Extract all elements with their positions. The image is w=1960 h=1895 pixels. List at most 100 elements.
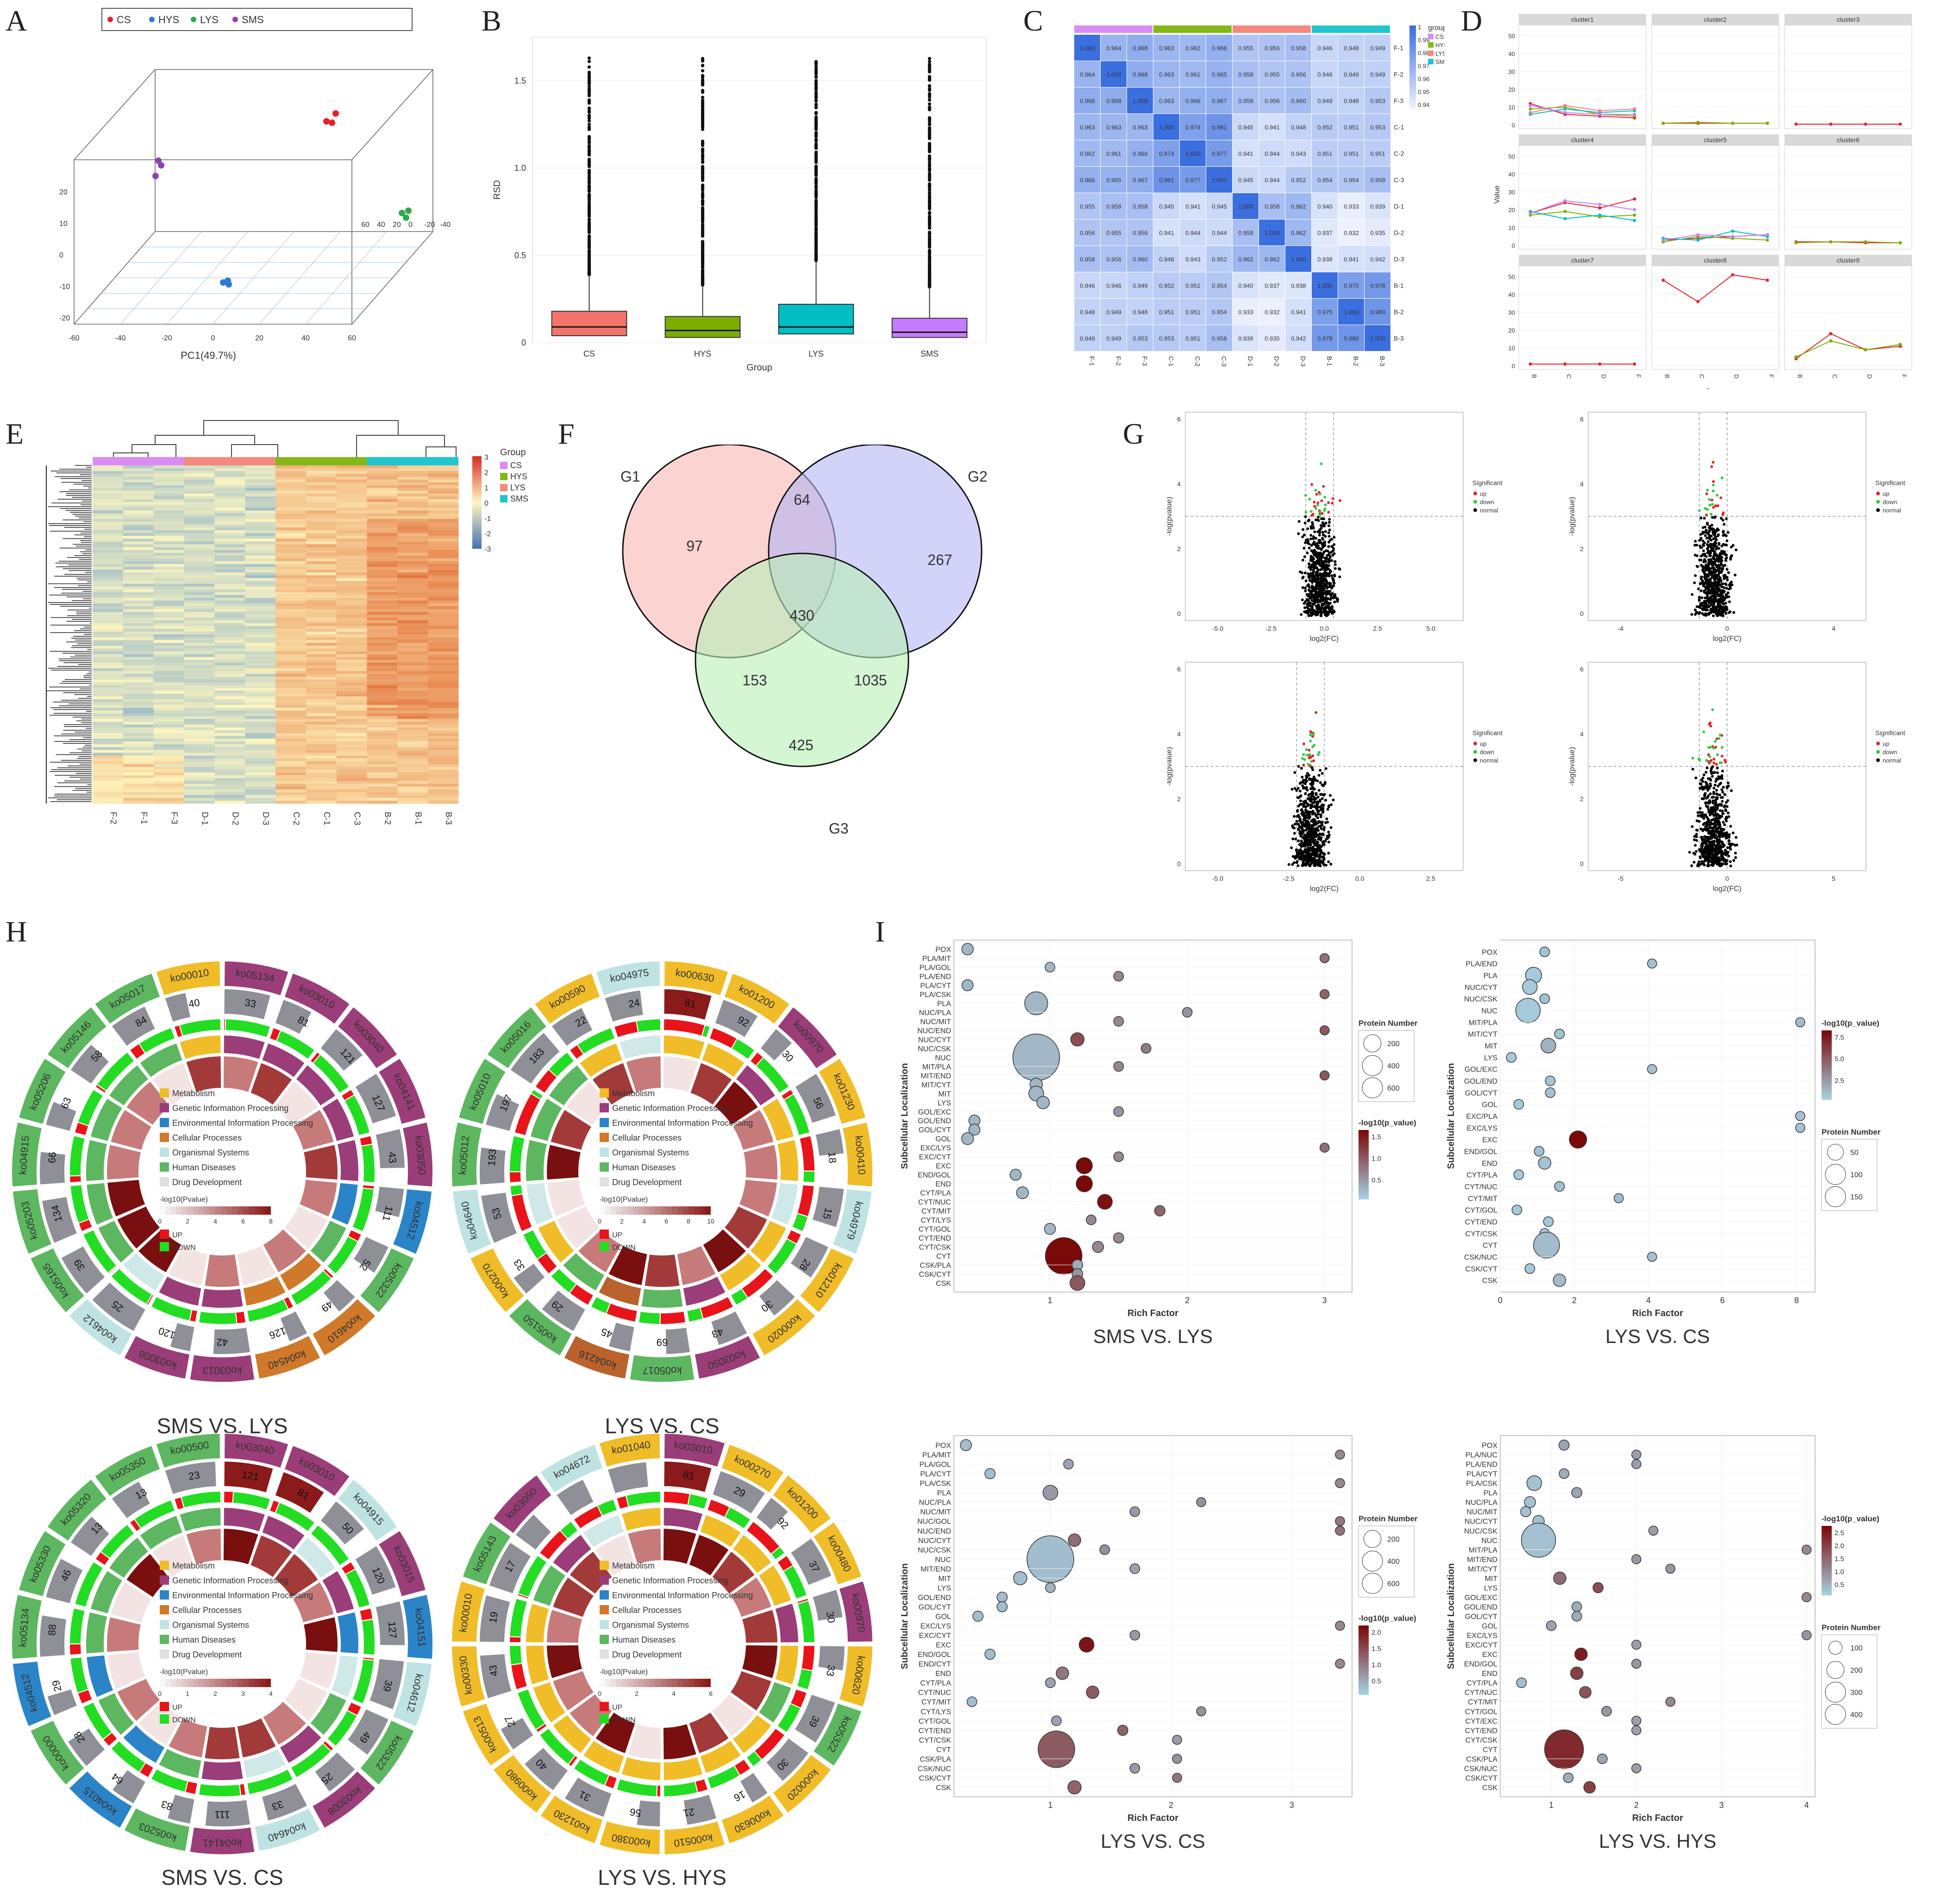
volcano-point xyxy=(1304,586,1307,590)
volcano-point xyxy=(1724,612,1728,615)
volcano-point xyxy=(1310,566,1314,569)
corr-value: 0.981 xyxy=(1212,124,1227,131)
volcano-point xyxy=(1712,537,1715,540)
venn-count-all: 430 xyxy=(789,607,814,624)
volcano-point xyxy=(1710,546,1713,549)
heatmap-cell xyxy=(153,682,184,685)
cluster-x-tick: B xyxy=(1531,374,1538,378)
volcano-point xyxy=(1323,564,1327,567)
heatmap-cell xyxy=(214,702,245,705)
heatmap-cell xyxy=(245,550,276,553)
volcano-point xyxy=(1297,765,1300,768)
corr-scale-tick: 0.94 xyxy=(1418,101,1429,108)
heatmap-cell xyxy=(276,708,307,711)
box-outlier xyxy=(701,242,705,246)
heatmap-cell xyxy=(336,612,367,615)
heatmap-cell xyxy=(397,727,428,731)
volcano-point xyxy=(1310,760,1313,763)
corr-cell xyxy=(1206,167,1232,193)
heatmap-cell xyxy=(397,626,428,629)
heatmap-cell xyxy=(214,626,245,629)
heatmap-cell xyxy=(336,567,367,570)
corr-row-label: F-1 xyxy=(1394,44,1403,52)
volcano-point xyxy=(1716,557,1719,560)
volcano-point xyxy=(1322,550,1326,553)
heatmap-cell xyxy=(428,609,459,612)
heatmap-group-bar xyxy=(93,457,184,465)
volcano-point xyxy=(1327,553,1330,557)
corr-value: 1.000 xyxy=(1370,335,1385,342)
corr-cell xyxy=(1338,193,1364,219)
heatmap-cell xyxy=(184,702,215,705)
heatmap-cell xyxy=(306,730,337,734)
heatmap-col-label: F-1 xyxy=(139,812,149,824)
pca-legend-dot xyxy=(191,17,196,22)
heatmap-cell xyxy=(184,615,215,618)
heatmap-cell xyxy=(123,479,154,483)
heatmap-cell xyxy=(184,465,215,469)
heatmap-cell xyxy=(214,705,245,708)
box-outlier xyxy=(701,269,705,272)
corr-scale-step xyxy=(1409,31,1416,34)
volcano-point xyxy=(1316,503,1319,507)
heatmap-cell xyxy=(153,646,184,649)
heatmap-cell xyxy=(367,592,398,596)
heatmap-cell xyxy=(397,671,428,674)
volcano-point xyxy=(1309,596,1312,600)
cluster-y-tick: 10 xyxy=(1509,104,1515,111)
cluster-y-label: Value xyxy=(1493,185,1501,204)
heatmap-cell xyxy=(93,640,124,643)
box-outlier xyxy=(701,150,705,154)
volcano-point xyxy=(1708,553,1711,557)
corr-cell xyxy=(1338,114,1364,140)
heatmap-cell xyxy=(184,631,215,635)
heatmap-cell xyxy=(93,690,124,694)
heatmap-cell xyxy=(153,761,184,765)
volcano-point xyxy=(1318,539,1321,542)
volcano-point xyxy=(1313,609,1316,612)
heatmap-cell xyxy=(397,781,428,784)
volcano-x-tick: -4 xyxy=(1618,625,1624,632)
heatmap-cell xyxy=(276,601,307,604)
volcano-point xyxy=(1327,860,1330,863)
heatmap-cell xyxy=(245,781,276,784)
heatmap-cell xyxy=(214,792,245,796)
heatmap-cell xyxy=(428,552,459,556)
heatmap-cell xyxy=(306,750,337,753)
heatmap-cell xyxy=(93,722,124,725)
heatmap-cell xyxy=(276,744,307,747)
heatmap-cell xyxy=(153,662,184,666)
volcano-point xyxy=(1320,527,1323,530)
box-outlier xyxy=(701,95,705,99)
pca-x-tick: 40 xyxy=(301,334,310,342)
corr-value: 1.000 xyxy=(1159,124,1174,131)
volcano-point xyxy=(1310,572,1313,576)
cluster-strip xyxy=(1652,134,1779,145)
heatmap-cell xyxy=(276,555,307,559)
heatmap-cell xyxy=(93,741,124,745)
heatmap-cell xyxy=(367,606,398,609)
corr-cell xyxy=(1365,193,1390,219)
corr-scale-tick: 0.99 xyxy=(1418,37,1429,44)
heatmap-cell xyxy=(214,699,245,703)
volcano-point xyxy=(1338,575,1341,578)
pca-y-tick: 20 xyxy=(393,221,401,229)
heatmap-cell xyxy=(123,724,154,728)
heatmap-cell xyxy=(428,584,459,587)
corr-cell xyxy=(1101,220,1127,245)
corr-scale-step xyxy=(1409,100,1416,103)
corr-cell xyxy=(1259,167,1285,193)
cluster-line xyxy=(1530,108,1635,115)
volcano-point xyxy=(1307,608,1310,611)
cluster-strip xyxy=(1785,134,1912,145)
heatmap-cell xyxy=(93,539,124,542)
heatmap-cell xyxy=(184,490,215,494)
volcano-point xyxy=(1331,497,1334,500)
heatmap-scale-step xyxy=(472,514,482,515)
cluster-x-tick: F xyxy=(1768,374,1775,378)
heatmap-cell xyxy=(397,708,428,711)
volcano-point xyxy=(1319,568,1322,571)
volcano-point xyxy=(1702,526,1705,529)
heatmap-cell xyxy=(306,567,337,570)
heatmap-cell xyxy=(367,739,398,742)
